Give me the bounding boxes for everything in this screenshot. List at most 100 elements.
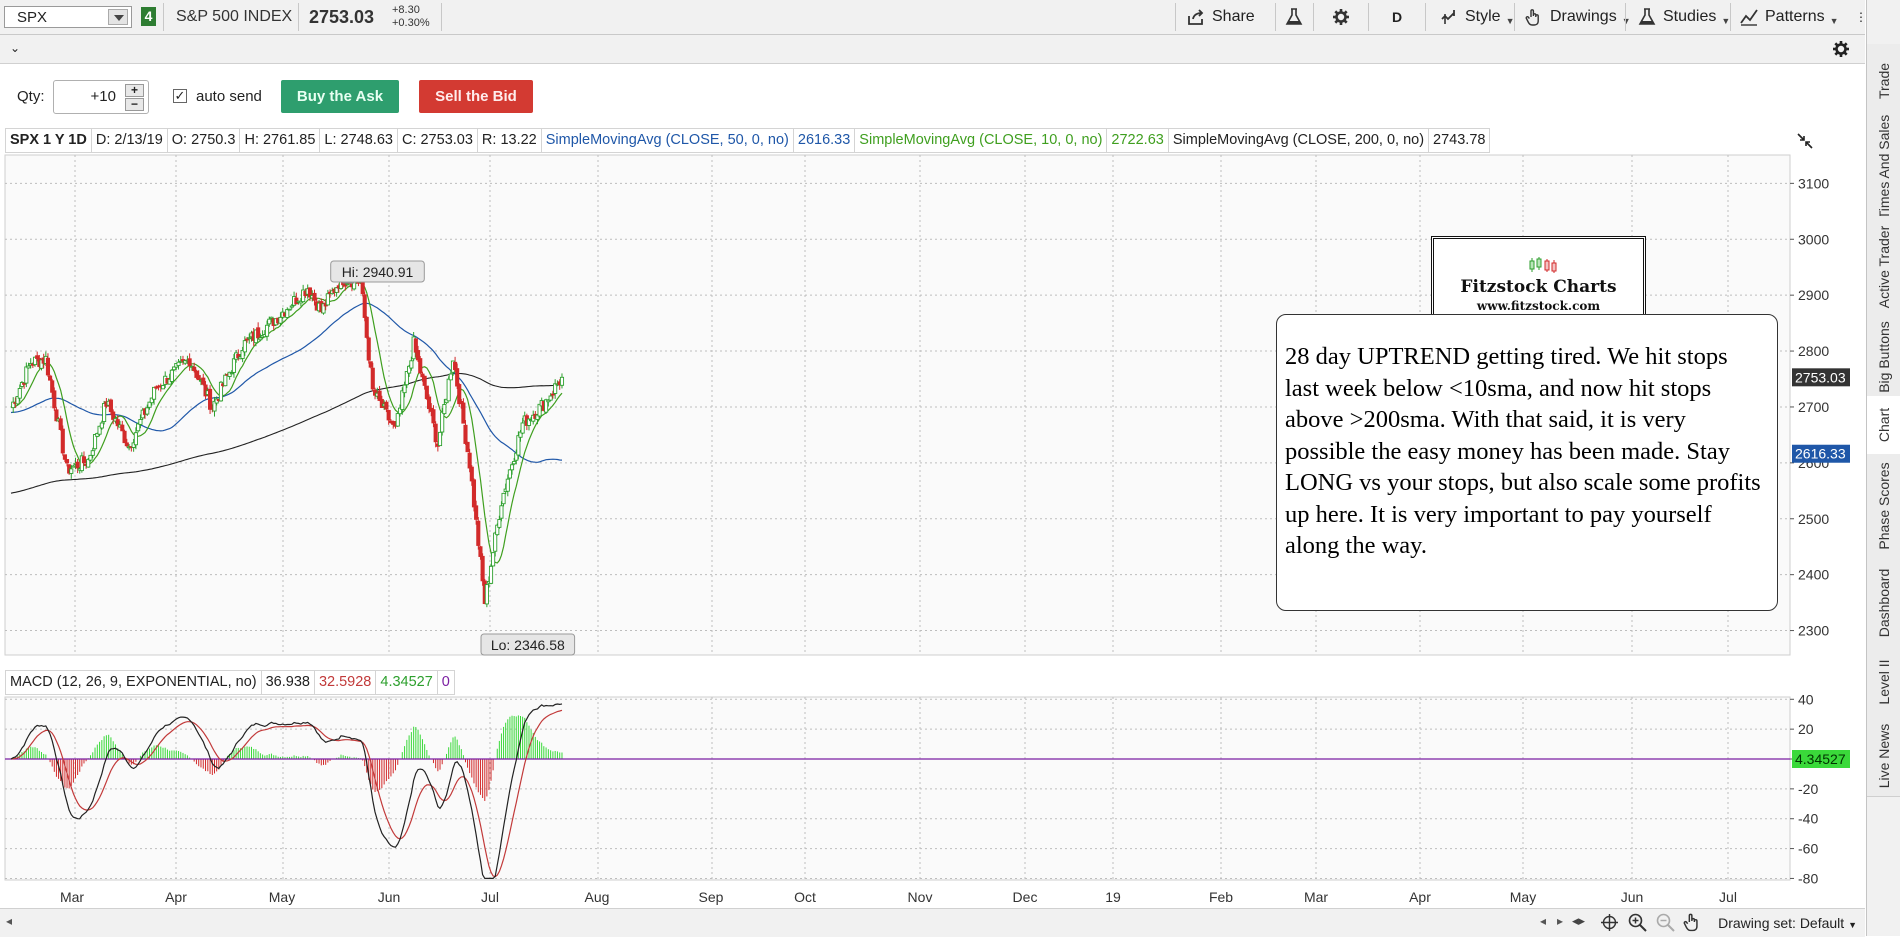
timeframe-button[interactable]: D	[1392, 0, 1402, 34]
macd-label[interactable]: MACD (12, 26, 9, EXPONENTIAL, no)	[5, 670, 262, 695]
tab-live-news[interactable]: Live News	[1867, 716, 1900, 797]
divider	[1275, 3, 1276, 31]
zoom-out-icon[interactable]	[1656, 913, 1675, 932]
time-axis-label: Jun	[1621, 889, 1644, 905]
tab-dashboard[interactable]: Dashboard	[1867, 558, 1900, 649]
price-candle	[218, 381, 224, 402]
auto-send-checkbox[interactable]: ✓	[173, 88, 187, 103]
zoom-in-icon[interactable]	[1628, 913, 1647, 932]
qty-increment-button[interactable]: +	[125, 84, 144, 97]
divider	[1425, 3, 1426, 31]
buy-the-ask-button[interactable]: Buy the Ask	[281, 80, 399, 113]
pan-hand-icon[interactable]	[1683, 912, 1702, 932]
last-price-marker-text: 2753.03	[1795, 369, 1846, 385]
time-axis-label: 19	[1105, 889, 1121, 905]
sma50-label[interactable]: SimpleMovingAvg (CLOSE, 50, 0, no)	[541, 128, 794, 153]
price-candle	[108, 399, 113, 413]
price-candle	[370, 367, 375, 390]
price-candle	[88, 454, 93, 461]
price-study-header: SPX 1 Y 1D D: 2/13/19 O: 2750.3 H: 2761.…	[5, 128, 1491, 153]
price-candle	[446, 378, 451, 402]
price-candle	[196, 375, 201, 381]
price-candle	[178, 360, 183, 363]
tab-level-ii[interactable]: Level II	[1867, 648, 1900, 717]
tab-phase-scores[interactable]: Phase Scores	[1867, 454, 1900, 559]
tab-trade[interactable]: Trade	[1867, 44, 1900, 119]
price-candle	[48, 375, 53, 381]
price-axis-label: 2300	[1798, 623, 1829, 639]
link-group-badge[interactable]: 4	[141, 7, 156, 26]
price-candle	[415, 350, 421, 361]
price-candle	[404, 371, 409, 386]
price-candle	[24, 366, 29, 384]
gear-icon	[1333, 9, 1349, 25]
logo-url: www.fitzstock.com	[1476, 299, 1601, 313]
tab-active-trader[interactable]: Active Trader	[1867, 216, 1900, 319]
scroll-left-icon[interactable]: ◂	[1540, 914, 1547, 928]
collapse-arrows-icon[interactable]	[1796, 132, 1814, 150]
hand-pointer-icon	[1525, 9, 1539, 26]
tab-big-buttons[interactable]: Big Buttons	[1867, 318, 1900, 397]
macd-diff-marker-box	[1792, 750, 1850, 768]
sma200-label[interactable]: SimpleMovingAvg (CLOSE, 200, 0, no)	[1168, 128, 1430, 153]
chart-note[interactable]: 28 day UPTREND getting tired. We hit sto…	[1276, 314, 1778, 611]
scroll-right-icon[interactable]: ▸	[1557, 914, 1564, 928]
last-price: 2753.03	[309, 7, 375, 27]
studies-button[interactable]: Studies ▼	[1638, 0, 1730, 34]
lo-label-text: Lo: 2346.58	[491, 637, 565, 653]
tab-times-and-sales[interactable]: Times And Sales	[1867, 115, 1900, 219]
style-button[interactable]: Style ▼	[1440, 0, 1515, 34]
price-candle	[236, 354, 241, 359]
symbol-selector[interactable]: SPX	[4, 6, 132, 28]
time-axis-label: Oct	[794, 889, 816, 905]
drawings-label: Drawings	[1550, 8, 1617, 25]
price-candle	[455, 368, 460, 387]
price-candle	[229, 372, 234, 375]
sma10-value: 2722.63	[1107, 128, 1169, 153]
tab-chart[interactable]: Chart	[1867, 396, 1900, 455]
price-candle	[469, 466, 474, 482]
price-candle	[244, 338, 250, 341]
price-candle	[334, 287, 339, 293]
price-candle	[537, 403, 542, 417]
price-candle	[201, 377, 206, 385]
price-candle	[418, 358, 423, 374]
macd-zero: 0	[437, 670, 455, 695]
price-candle	[368, 361, 373, 368]
qty-decrement-button[interactable]: −	[125, 98, 144, 111]
expand-horizontal-icon[interactable]: ◂▸	[1572, 913, 1586, 928]
share-button[interactable]: Share	[1187, 0, 1255, 34]
gear-icon[interactable]	[1832, 40, 1850, 58]
bar-close: C: 2753.03	[397, 128, 478, 153]
price-candle	[509, 464, 515, 471]
price-candle	[231, 358, 237, 373]
time-axis-label: Jul	[481, 889, 499, 905]
crosshair-icon[interactable]	[1601, 914, 1618, 931]
share-icon	[1188, 9, 1204, 25]
toolbar-menu[interactable]: ⋮	[1855, 0, 1867, 34]
drawing-set-selector[interactable]: Drawing set: Default ▼	[1718, 915, 1857, 931]
price-candle	[499, 505, 504, 519]
price-candle	[122, 430, 127, 444]
chevron-down-icon[interactable]: ⌄	[10, 41, 21, 55]
tab-label: Chart	[1876, 407, 1892, 443]
price-candle	[35, 355, 40, 359]
hi-label: Hi: 2940.91	[330, 260, 425, 283]
settings-button[interactable]	[1332, 0, 1350, 34]
price-candle	[90, 450, 95, 456]
price-candle	[95, 432, 100, 437]
flask-button[interactable]	[1285, 0, 1303, 34]
chevron-down-icon[interactable]	[108, 9, 128, 25]
drawings-button[interactable]: Drawings ▼	[1525, 0, 1631, 34]
price-candle	[39, 359, 44, 369]
top-toolbar: SPX 4 S&P 500 INDEX 2753.03 +8.30 +0.30%…	[0, 0, 1867, 35]
sell-the-bid-button[interactable]: Sell the Bid	[419, 80, 533, 113]
price-candle	[99, 422, 104, 429]
qty-stepper[interactable]: +10 + −	[53, 80, 149, 114]
patterns-button[interactable]: Patterns ▼	[1740, 0, 1839, 34]
change-percent: +0.30%	[392, 17, 430, 29]
macd-value: 36.938	[261, 670, 315, 695]
sma10-label[interactable]: SimpleMovingAvg (CLOSE, 10, 0, no)	[855, 128, 1108, 153]
scroll-left-icon[interactable]: ◂	[6, 914, 13, 928]
style-label: Style	[1465, 8, 1501, 25]
